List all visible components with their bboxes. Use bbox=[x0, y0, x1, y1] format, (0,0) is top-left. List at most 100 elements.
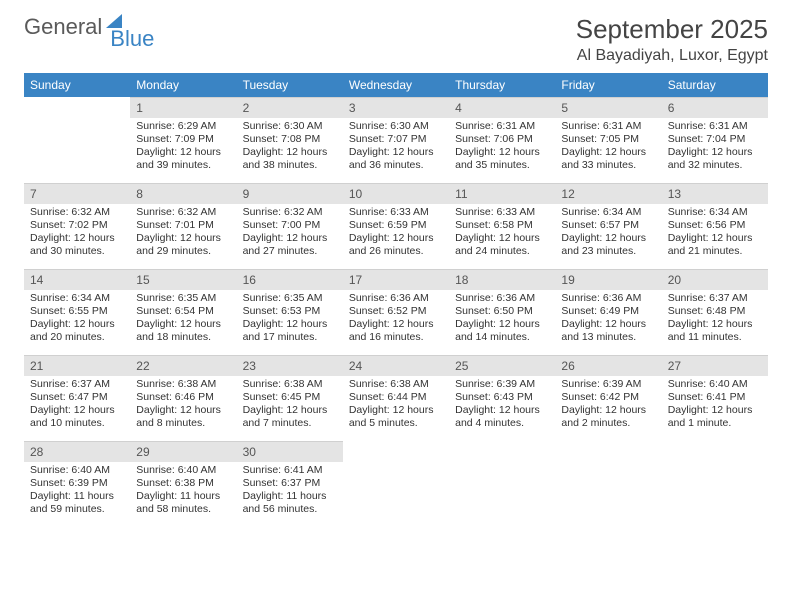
calendar-cell: 26Sunrise: 6:39 AMSunset: 6:42 PMDayligh… bbox=[555, 355, 661, 441]
calendar-cell: 28Sunrise: 6:40 AMSunset: 6:39 PMDayligh… bbox=[24, 441, 130, 527]
sunrise-line: Sunrise: 6:41 AM bbox=[243, 464, 337, 477]
sunset-line: Sunset: 6:45 PM bbox=[243, 391, 337, 404]
calendar-cell: 12Sunrise: 6:34 AMSunset: 6:57 PMDayligh… bbox=[555, 183, 661, 269]
daylight-line: Daylight: 12 hours and 38 minutes. bbox=[243, 146, 337, 172]
sunrise-line: Sunrise: 6:35 AM bbox=[136, 292, 230, 305]
sunrise-line: Sunrise: 6:36 AM bbox=[349, 292, 443, 305]
logo-word2: Blue bbox=[110, 26, 154, 52]
daylight-line: Daylight: 12 hours and 29 minutes. bbox=[136, 232, 230, 258]
day-body: Sunrise: 6:29 AMSunset: 7:09 PMDaylight:… bbox=[130, 118, 236, 175]
day-number: 5 bbox=[555, 97, 661, 118]
daylight-line: Daylight: 12 hours and 35 minutes. bbox=[455, 146, 549, 172]
daylight-line: Daylight: 12 hours and 8 minutes. bbox=[136, 404, 230, 430]
sunrise-line: Sunrise: 6:34 AM bbox=[561, 206, 655, 219]
calendar-cell: . bbox=[343, 441, 449, 527]
calendar-table: SundayMondayTuesdayWednesdayThursdayFrid… bbox=[24, 73, 768, 527]
day-number: 18 bbox=[449, 269, 555, 290]
day-number: 26 bbox=[555, 355, 661, 376]
calendar-cell: 22Sunrise: 6:38 AMSunset: 6:46 PMDayligh… bbox=[130, 355, 236, 441]
sunrise-line: Sunrise: 6:33 AM bbox=[455, 206, 549, 219]
sunset-line: Sunset: 6:57 PM bbox=[561, 219, 655, 232]
day-body: Sunrise: 6:31 AMSunset: 7:05 PMDaylight:… bbox=[555, 118, 661, 175]
location: Al Bayadiyah, Luxor, Egypt bbox=[576, 47, 768, 65]
sunrise-line: Sunrise: 6:31 AM bbox=[668, 120, 762, 133]
daylight-line: Daylight: 12 hours and 26 minutes. bbox=[349, 232, 443, 258]
sunset-line: Sunset: 6:58 PM bbox=[455, 219, 549, 232]
day-body: Sunrise: 6:32 AMSunset: 7:00 PMDaylight:… bbox=[237, 204, 343, 261]
daylight-line: Daylight: 12 hours and 14 minutes. bbox=[455, 318, 549, 344]
calendar-cell: 5Sunrise: 6:31 AMSunset: 7:05 PMDaylight… bbox=[555, 97, 661, 183]
sunset-line: Sunset: 6:44 PM bbox=[349, 391, 443, 404]
day-body: Sunrise: 6:30 AMSunset: 7:08 PMDaylight:… bbox=[237, 118, 343, 175]
sunset-line: Sunset: 7:06 PM bbox=[455, 133, 549, 146]
daylight-line: Daylight: 11 hours and 58 minutes. bbox=[136, 490, 230, 516]
calendar-cell: 6Sunrise: 6:31 AMSunset: 7:04 PMDaylight… bbox=[662, 97, 768, 183]
sunset-line: Sunset: 7:02 PM bbox=[30, 219, 124, 232]
calendar-cell: 18Sunrise: 6:36 AMSunset: 6:50 PMDayligh… bbox=[449, 269, 555, 355]
sunrise-line: Sunrise: 6:40 AM bbox=[668, 378, 762, 391]
sunset-line: Sunset: 6:50 PM bbox=[455, 305, 549, 318]
sunrise-line: Sunrise: 6:30 AM bbox=[243, 120, 337, 133]
sunrise-line: Sunrise: 6:34 AM bbox=[668, 206, 762, 219]
daylight-line: Daylight: 12 hours and 32 minutes. bbox=[668, 146, 762, 172]
day-number: 15 bbox=[130, 269, 236, 290]
day-body: Sunrise: 6:38 AMSunset: 6:45 PMDaylight:… bbox=[237, 376, 343, 433]
dow-header: Wednesday bbox=[343, 73, 449, 97]
day-body: Sunrise: 6:36 AMSunset: 6:50 PMDaylight:… bbox=[449, 290, 555, 347]
calendar-cell: 25Sunrise: 6:39 AMSunset: 6:43 PMDayligh… bbox=[449, 355, 555, 441]
calendar-cell: 27Sunrise: 6:40 AMSunset: 6:41 PMDayligh… bbox=[662, 355, 768, 441]
day-number: 29 bbox=[130, 441, 236, 462]
day-body: Sunrise: 6:41 AMSunset: 6:37 PMDaylight:… bbox=[237, 462, 343, 519]
daylight-line: Daylight: 12 hours and 24 minutes. bbox=[455, 232, 549, 258]
sunrise-line: Sunrise: 6:40 AM bbox=[136, 464, 230, 477]
sunrise-line: Sunrise: 6:39 AM bbox=[455, 378, 549, 391]
day-body: Sunrise: 6:38 AMSunset: 6:46 PMDaylight:… bbox=[130, 376, 236, 433]
sunset-line: Sunset: 6:37 PM bbox=[243, 477, 337, 490]
day-number: 19 bbox=[555, 269, 661, 290]
day-body: Sunrise: 6:40 AMSunset: 6:39 PMDaylight:… bbox=[24, 462, 130, 519]
day-body: Sunrise: 6:33 AMSunset: 6:58 PMDaylight:… bbox=[449, 204, 555, 261]
sunset-line: Sunset: 6:49 PM bbox=[561, 305, 655, 318]
calendar-cell: 13Sunrise: 6:34 AMSunset: 6:56 PMDayligh… bbox=[662, 183, 768, 269]
daylight-line: Daylight: 11 hours and 56 minutes. bbox=[243, 490, 337, 516]
calendar-cell: . bbox=[24, 97, 130, 183]
day-body: Sunrise: 6:34 AMSunset: 6:57 PMDaylight:… bbox=[555, 204, 661, 261]
sunrise-line: Sunrise: 6:38 AM bbox=[136, 378, 230, 391]
logo: General Blue bbox=[24, 14, 154, 40]
sunset-line: Sunset: 6:53 PM bbox=[243, 305, 337, 318]
day-body: Sunrise: 6:39 AMSunset: 6:43 PMDaylight:… bbox=[449, 376, 555, 433]
sunset-line: Sunset: 6:47 PM bbox=[30, 391, 124, 404]
daylight-line: Daylight: 11 hours and 59 minutes. bbox=[30, 490, 124, 516]
calendar-cell: 9Sunrise: 6:32 AMSunset: 7:00 PMDaylight… bbox=[237, 183, 343, 269]
sunrise-line: Sunrise: 6:29 AM bbox=[136, 120, 230, 133]
sunset-line: Sunset: 7:00 PM bbox=[243, 219, 337, 232]
sunset-line: Sunset: 6:55 PM bbox=[30, 305, 124, 318]
sunset-line: Sunset: 7:09 PM bbox=[136, 133, 230, 146]
day-number: 21 bbox=[24, 355, 130, 376]
day-body: Sunrise: 6:35 AMSunset: 6:54 PMDaylight:… bbox=[130, 290, 236, 347]
calendar-cell: . bbox=[662, 441, 768, 527]
sunset-line: Sunset: 6:38 PM bbox=[136, 477, 230, 490]
day-body: Sunrise: 6:30 AMSunset: 7:07 PMDaylight:… bbox=[343, 118, 449, 175]
day-body: Sunrise: 6:35 AMSunset: 6:53 PMDaylight:… bbox=[237, 290, 343, 347]
title-block: September 2025 Al Bayadiyah, Luxor, Egyp… bbox=[576, 14, 768, 65]
day-body: Sunrise: 6:31 AMSunset: 7:04 PMDaylight:… bbox=[662, 118, 768, 175]
day-number: 2 bbox=[237, 97, 343, 118]
calendar-week: 21Sunrise: 6:37 AMSunset: 6:47 PMDayligh… bbox=[24, 355, 768, 441]
day-number: 24 bbox=[343, 355, 449, 376]
dow-header: Tuesday bbox=[237, 73, 343, 97]
day-body: Sunrise: 6:40 AMSunset: 6:41 PMDaylight:… bbox=[662, 376, 768, 433]
sunrise-line: Sunrise: 6:38 AM bbox=[349, 378, 443, 391]
daylight-line: Daylight: 12 hours and 17 minutes. bbox=[243, 318, 337, 344]
calendar-cell: 4Sunrise: 6:31 AMSunset: 7:06 PMDaylight… bbox=[449, 97, 555, 183]
sunrise-line: Sunrise: 6:36 AM bbox=[455, 292, 549, 305]
calendar-cell: 14Sunrise: 6:34 AMSunset: 6:55 PMDayligh… bbox=[24, 269, 130, 355]
sunrise-line: Sunrise: 6:32 AM bbox=[30, 206, 124, 219]
sunset-line: Sunset: 6:43 PM bbox=[455, 391, 549, 404]
calendar-cell: 2Sunrise: 6:30 AMSunset: 7:08 PMDaylight… bbox=[237, 97, 343, 183]
sunrise-line: Sunrise: 6:32 AM bbox=[243, 206, 337, 219]
daylight-line: Daylight: 12 hours and 11 minutes. bbox=[668, 318, 762, 344]
sunrise-line: Sunrise: 6:31 AM bbox=[455, 120, 549, 133]
day-number: 1 bbox=[130, 97, 236, 118]
sunrise-line: Sunrise: 6:36 AM bbox=[561, 292, 655, 305]
